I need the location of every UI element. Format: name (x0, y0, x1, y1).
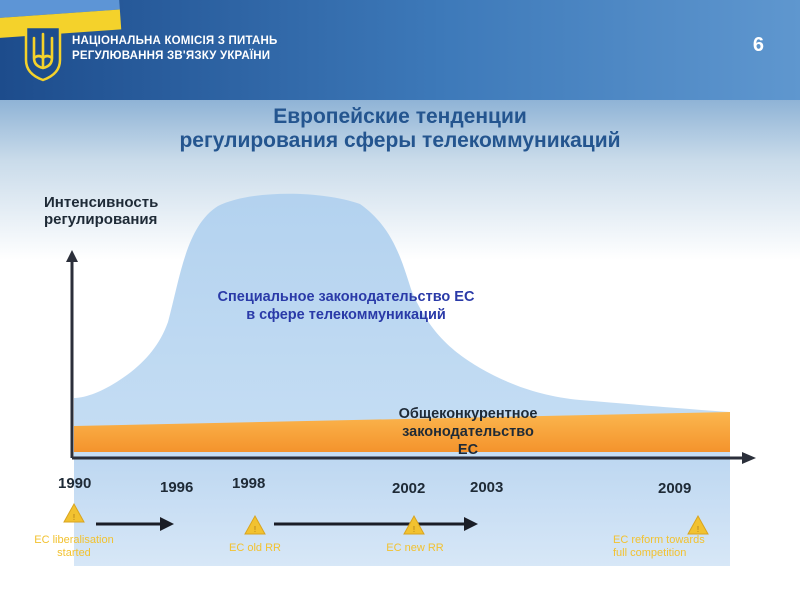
year-label-1990: 1990 (58, 475, 92, 492)
y-axis-label: Интенсивность регулирования (44, 194, 158, 228)
event-liberalisation-line2: started (57, 547, 91, 559)
year-label-1996: 1996 (160, 479, 194, 496)
x-axis-arrowhead (742, 452, 756, 464)
svg-text:!: ! (697, 525, 699, 534)
trident-emblem-icon (24, 25, 62, 82)
slide-title: Европейские тенденции регулирования сфер… (0, 105, 800, 153)
y-axis-arrowhead (66, 250, 78, 262)
special-legislation-label-line1: Специальное законодательство ЕС (217, 289, 475, 305)
general-competition-law-label-line1: Общеконкурентное (398, 406, 538, 422)
organization-name-line1: НАЦІОНАЛЬНА КОМІСІЯ З ПИТАНЬ (72, 35, 278, 47)
svg-text:!: ! (254, 525, 256, 534)
event-old-rr: EC old RR (229, 542, 281, 554)
milestone-marker-1990: ! (63, 502, 85, 523)
arrow-1998-to-2003-head (464, 517, 478, 531)
milestone-marker-2009: ! (687, 514, 709, 535)
year-label-2003: 2003 (470, 479, 504, 496)
year-label-2002: 2002 (392, 480, 426, 497)
slide-title-line1: Европейские тенденции (273, 105, 527, 128)
event-reform-line2: full competition (613, 547, 687, 559)
svg-text:!: ! (413, 525, 415, 534)
arrow-liberalisation-to-1996-head (160, 517, 174, 531)
y-axis-label-line1: Интенсивность (44, 194, 159, 211)
slide-title-line2: регулирования сферы телекоммуникаций (179, 129, 621, 152)
event-liberalisation-started: EC liberalisation started (14, 534, 134, 560)
general-competition-law-label-line2: законодательство (402, 424, 534, 440)
general-competition-law-label: Общеконкурентное законодательство ЕС (360, 405, 576, 459)
milestone-marker-1998: ! (244, 514, 266, 535)
general-competition-law-band (74, 412, 730, 452)
special-legislation-label: Специальное законодательство ЕС в сфере … (166, 288, 526, 324)
special-legislation-label-line2: в сфере телекоммуникаций (246, 307, 446, 323)
special-legislation-area (74, 193, 730, 456)
general-competition-law-label-line3: ЕС (457, 442, 479, 458)
organization-name: НАЦІОНАЛЬНА КОМІСІЯ З ПИТАНЬ РЕГУЛЮВАННЯ… (72, 34, 277, 64)
organization-name-line2: РЕГУЛЮВАННЯ ЗВ'ЯЗКУ УКРАЇНИ (72, 50, 271, 62)
page-number: 6 (752, 34, 764, 56)
svg-text:!: ! (73, 513, 75, 522)
year-label-2009: 2009 (658, 480, 692, 497)
timeline-area (74, 456, 730, 566)
event-liberalisation-line1: EC liberalisation (34, 534, 114, 546)
year-label-1998: 1998 (232, 475, 266, 492)
event-new-rr: EC new RR (386, 542, 444, 554)
event-reform-full-competition: EC reform towards full competition (613, 534, 773, 560)
header-bar: НАЦІОНАЛЬНА КОМІСІЯ З ПИТАНЬ РЕГУЛЮВАННЯ… (0, 0, 800, 100)
y-axis-label-line2: регулирования (44, 211, 158, 228)
milestone-marker-2002: ! (403, 514, 425, 535)
event-reform-line1: EC reform towards (613, 534, 705, 546)
